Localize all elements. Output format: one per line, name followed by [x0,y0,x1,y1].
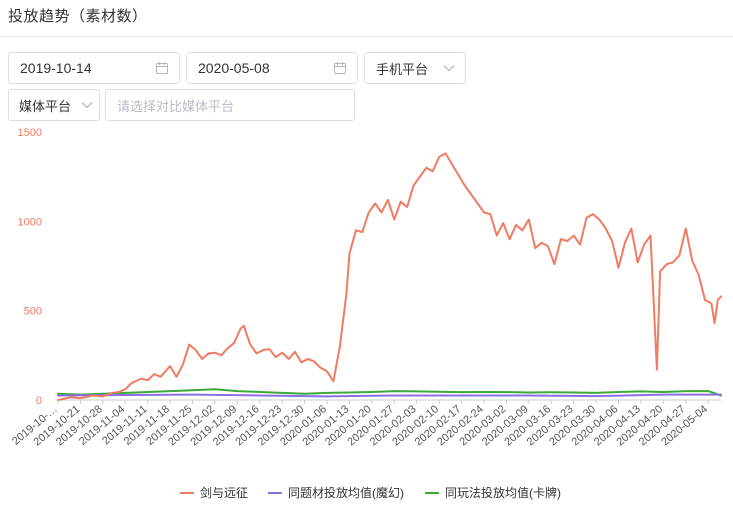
trend-chart: 0500100015002019-10-…2019-10-212019-10-2… [10,127,722,448]
series-line-3 [57,388,722,397]
legend-label: 同玩法投放均值(卡牌) [445,486,561,500]
y-tick-label: 1500 [18,127,42,139]
compare-media-placeholder: 请选择对比媒体平台 [117,98,235,114]
legend-item-series-3[interactable]: 同玩法投放均值(卡牌) [425,484,561,501]
chart-legend: 剑与远征 同题材投放均值(魔幻) 同玩法投放均值(卡牌) [0,484,733,500]
y-tick-label: 0 [36,395,42,407]
legend-swatch [180,491,194,494]
calendar-icon [155,61,169,75]
legend-item-series-1[interactable]: 剑与远征 [180,484,248,501]
legend-swatch [268,491,282,494]
title-divider [0,36,733,37]
legend-item-series-2[interactable]: 同题材投放均值(魔幻) [268,484,404,501]
platform-select-value: 手机平台 [376,61,429,77]
legend-label: 剑与远征 [200,486,249,500]
series-line-1 [57,152,722,401]
media-select[interactable]: 媒体平台 [8,89,100,121]
platform-select[interactable]: 手机平台 [364,52,466,84]
page-title: 投放趋势（素材数） [8,8,148,25]
start-date-value: 2019-10-14 [20,60,92,76]
compare-media-input[interactable]: 请选择对比媒体平台 [105,89,355,121]
calendar-icon [333,61,347,75]
legend-label: 同题材投放均值(魔幻) [288,486,404,500]
media-select-value: 媒体平台 [19,98,72,114]
series-line-2 [57,393,722,398]
end-date-value: 2020-05-08 [198,60,270,76]
legend-swatch [425,491,439,494]
chevron-down-icon [443,64,455,72]
end-date-picker[interactable]: 2020-05-08 [186,52,358,84]
y-tick-label: 1000 [18,216,42,228]
y-tick-label: 500 [24,306,42,318]
start-date-picker[interactable]: 2019-10-14 [8,52,180,84]
chevron-down-icon [81,101,93,109]
